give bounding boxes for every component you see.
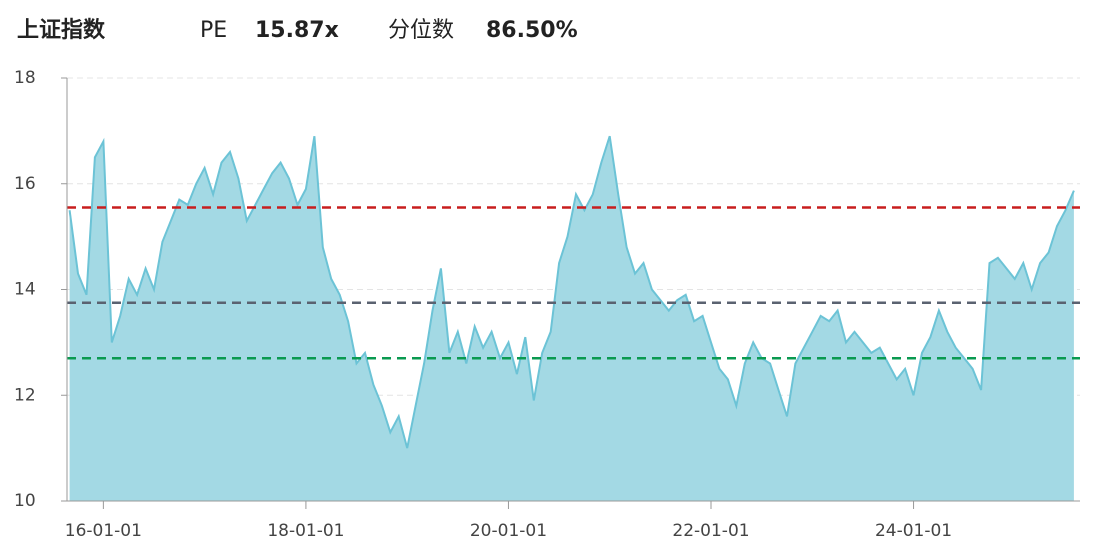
x-tick-label: 16-01-01 — [65, 521, 142, 541]
x-tick-label: 18-01-01 — [267, 521, 344, 541]
chart-title: 上证指数 — [17, 17, 106, 43]
x-tick-label: 22-01-01 — [672, 521, 749, 541]
line — [68, 135, 1075, 449]
x-tick-label: 20-01-01 — [470, 521, 547, 541]
y-tick-label: 12 — [14, 385, 36, 405]
stat-value: 15.87x — [255, 18, 339, 43]
y-tick-label: 14 — [14, 280, 36, 300]
y-tick-label: 16 — [14, 174, 36, 194]
y-tick-label: 10 — [14, 491, 36, 511]
stat-label: PE — [200, 18, 227, 43]
stat-value: 86.50% — [486, 18, 578, 43]
area — [69, 136, 1074, 501]
y-tick-label: 18 — [14, 68, 36, 88]
x-tick-label: 24-01-01 — [875, 521, 952, 541]
stat-label: 分位数 — [388, 18, 454, 43]
